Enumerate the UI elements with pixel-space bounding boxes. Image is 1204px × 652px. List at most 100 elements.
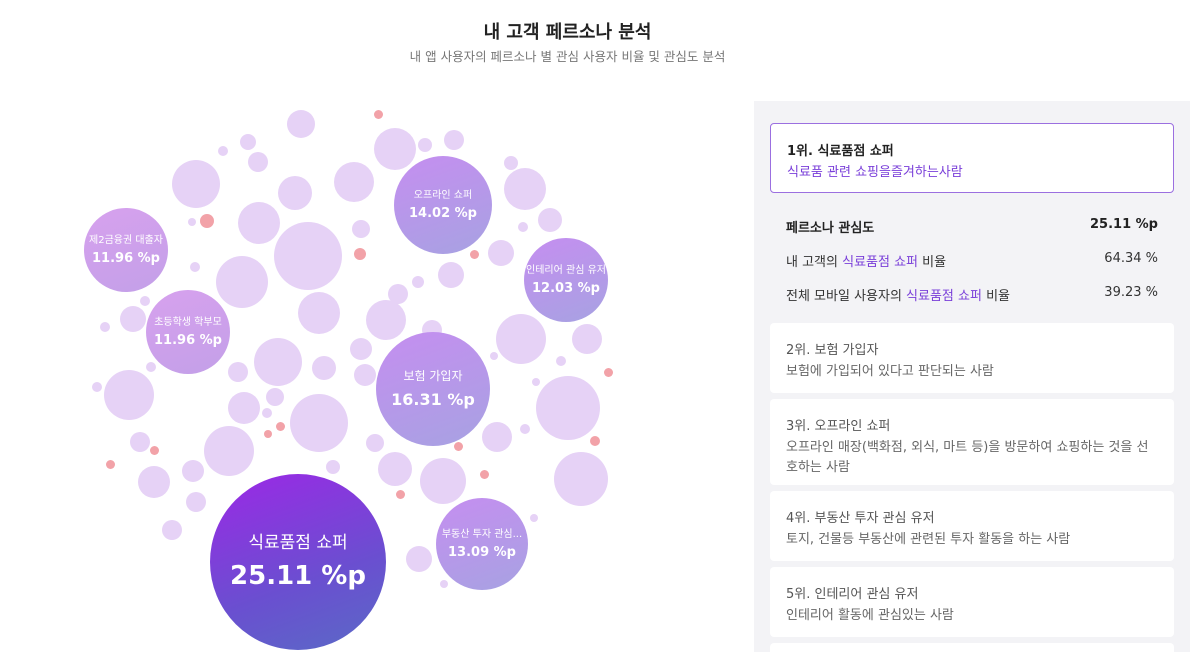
bubble-name: 보험 가입자 [403,369,463,384]
decor-bubble [350,338,372,360]
decor-bubble [440,580,448,588]
bubble-value: 25.11 %p [230,561,366,592]
decor-bubble [536,376,600,440]
interest-label: 페르소나 관심도 [786,221,875,236]
bubble-value: 13.09 %p [448,544,516,560]
all-mobile-ratio-value: 39.23 % [1104,285,1158,300]
decor-bubble [162,520,182,540]
decor-bubble [532,378,540,386]
decor-bubble [554,452,608,506]
all-mobile-ratio-row: 전체 모바일 사용자의 식료품점 쇼퍼 비율 39.23 % [786,285,1158,304]
decor-bubble-red [590,436,600,446]
persona-bubble-grocery-shopper[interactable]: 식료품점 쇼퍼 25.11 %p [210,474,386,650]
decor-bubble [378,452,412,486]
persona-card-rank-6[interactable] [770,643,1174,652]
decor-bubble-red [480,470,489,479]
my-customer-ratio-label: 내 고객의 식료품점 쇼퍼 비율 [786,255,947,270]
persona-card-rank-2[interactable]: 2위. 보험 가입자 보험에 가입되어 있다고 판단되는 사람 [770,323,1174,393]
decor-bubble [366,300,406,340]
persona-bubble-interior[interactable]: 인테리어 관심 유저 12.03 %p [524,238,608,322]
card-description: 인테리어 활동에 관심있는 사람 [786,608,954,623]
decor-bubble [388,284,408,304]
persona-bubble-insurance[interactable]: 보험 가입자 16.31 %p [376,332,490,446]
decor-bubble [406,546,432,572]
persona-bubble-elementary-parent[interactable]: 초등학생 학부모 11.96 %p [146,290,230,374]
decor-bubble [138,466,170,498]
decor-bubble [266,388,284,406]
decor-bubble [92,382,102,392]
card-title: 4위. 부동산 투자 관심 유저 [786,511,935,526]
decor-bubble [290,394,348,452]
decor-bubble [287,110,315,138]
decor-bubble [190,262,200,272]
persona-ranking-panel: 1위. 식료품점 쇼퍼 식료품 관련 쇼핑을즐겨하는사람 페르소나 관심도 25… [754,101,1190,652]
page-subtitle: 내 앱 사용자의 페르소나 별 관심 사용자 비율 및 관심도 분석 [409,49,726,64]
decor-bubble-red [604,368,613,377]
decor-bubble [298,292,340,334]
bubble-name: 오프라인 쇼퍼 [413,189,473,201]
decor-bubble [254,338,302,386]
decor-bubble-red [470,250,479,259]
decor-bubble [504,168,546,210]
decor-bubble [130,432,150,452]
decor-bubble [420,458,466,504]
decor-bubble [172,160,220,208]
decor-bubble [488,240,514,266]
decor-bubble [188,218,196,226]
decor-bubble [146,362,156,372]
decor-bubble-red [354,248,366,260]
persona-bubble-realestate[interactable]: 부동산 투자 관심... 13.09 %p [436,498,528,590]
bubble-name: 초등학생 학부모 [154,316,222,328]
decor-bubble [354,364,376,386]
card-title: 2위. 보험 가입자 [786,343,879,358]
decor-bubble-red [106,460,115,469]
decor-bubble [100,322,110,332]
decor-bubble [520,424,530,434]
card-description: 토지, 건물등 부동산에 관련된 투자 활동을 하는 사람 [786,532,1071,547]
persona-card-rank-5[interactable]: 5위. 인테리어 관심 유저 인테리어 활동에 관심있는 사람 [770,567,1174,637]
bubble-name: 식료품점 쇼퍼 [248,532,348,553]
decor-bubble [490,352,498,360]
bubble-value: 14.02 %p [409,205,477,221]
decor-bubble [496,314,546,364]
interest-value: 25.11 %p [1090,217,1158,232]
decor-bubble [312,356,336,380]
decor-bubble [262,408,272,418]
decor-bubble [218,146,228,156]
decor-bubble [326,460,340,474]
bubble-value: 11.96 %p [92,250,160,266]
card-description: 보험에 가입되어 있다고 판단되는 사람 [786,364,994,379]
persona-card-rank-4[interactable]: 4위. 부동산 투자 관심 유저 토지, 건물등 부동산에 관련된 투자 활동을… [770,491,1174,561]
decor-bubble [518,222,528,232]
decor-bubble-red [454,442,463,451]
bubble-value: 16.31 %p [391,389,475,409]
decor-bubble [238,202,280,244]
decor-bubble [216,256,268,308]
persona-bubble-offline-shopper[interactable]: 오프라인 쇼퍼 14.02 %p [394,156,492,254]
decor-bubble [352,220,370,238]
bubble-value: 12.03 %p [532,280,600,296]
persona-bubble-secondary-loan[interactable]: 제2금융권 대출자 11.96 %p [84,208,168,292]
bubble-name: 인테리어 관심 유저 [526,264,606,276]
card-title: 1위. 식료품점 쇼퍼 [787,144,894,159]
persona-bubble-chart: 오프라인 쇼퍼 14.02 %p 제2금융권 대출자 11.96 %p 인테리어… [0,80,740,652]
decor-bubble-red [150,446,159,455]
bubble-name: 부동산 투자 관심... [441,528,523,540]
persona-card-rank-3[interactable]: 3위. 오프라인 쇼퍼 오프라인 매장(백화점, 외식, 마트 등)을 방문하여… [770,399,1174,485]
interest-row: 페르소나 관심도 25.11 %p [786,217,1158,236]
decor-bubble [228,392,260,424]
decor-bubble [182,460,204,482]
decor-bubble-red [374,110,383,119]
all-mobile-ratio-label: 전체 모바일 사용자의 식료품점 쇼퍼 비율 [786,289,1011,304]
decor-bubble [274,222,342,290]
decor-bubble-red [396,490,405,499]
decor-bubble [444,130,464,150]
bubble-value: 11.96 %p [154,332,222,348]
my-customer-ratio-row: 내 고객의 식료품점 쇼퍼 비율 64.34 % [786,251,1158,270]
decor-bubble [418,138,432,152]
decor-bubble [104,370,154,420]
decor-bubble [438,262,464,288]
decor-bubble-red [264,430,272,438]
persona-card-rank-1[interactable]: 1위. 식료품점 쇼퍼 식료품 관련 쇼핑을즐겨하는사람 [770,123,1174,193]
decor-bubble-red [276,422,285,431]
